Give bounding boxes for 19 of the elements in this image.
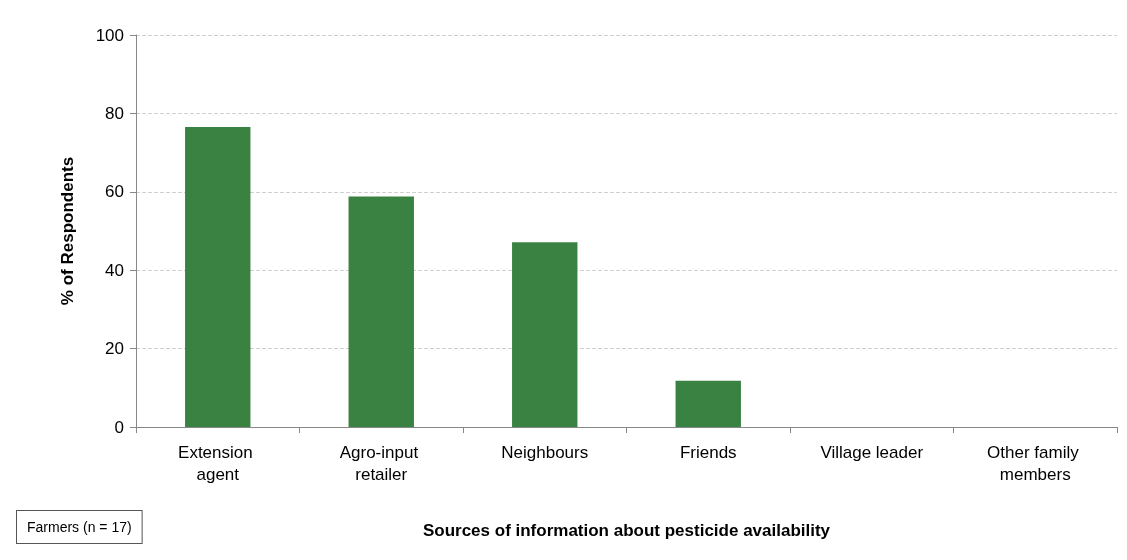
x-tick-label: Neighbours bbox=[501, 442, 589, 462]
y-tick-label: 60 bbox=[105, 182, 124, 202]
x-tick-label: Village leader bbox=[820, 442, 924, 462]
x-tick-label: Extension agent bbox=[178, 442, 258, 484]
x-tick-label: Other family members bbox=[987, 442, 1084, 484]
bar bbox=[512, 242, 578, 427]
bar bbox=[675, 380, 741, 427]
y-tick-label: 20 bbox=[105, 339, 124, 359]
y-tick-label: 40 bbox=[105, 260, 124, 280]
x-axis-title: Sources of information about pesticide availability bbox=[422, 521, 831, 540]
text: Farmers (n = 17) bbox=[27, 519, 132, 535]
x-tick-label: Friends bbox=[679, 442, 737, 462]
y-tick-label: 0 bbox=[114, 417, 124, 437]
y-tick-label: 100 bbox=[95, 25, 124, 45]
bar bbox=[185, 127, 251, 427]
x-tick-label: Agro-input retailer bbox=[339, 442, 423, 484]
bar bbox=[348, 196, 414, 427]
y-axis-title: % of Respondents bbox=[58, 156, 77, 306]
y-tick-label: 80 bbox=[105, 103, 124, 123]
